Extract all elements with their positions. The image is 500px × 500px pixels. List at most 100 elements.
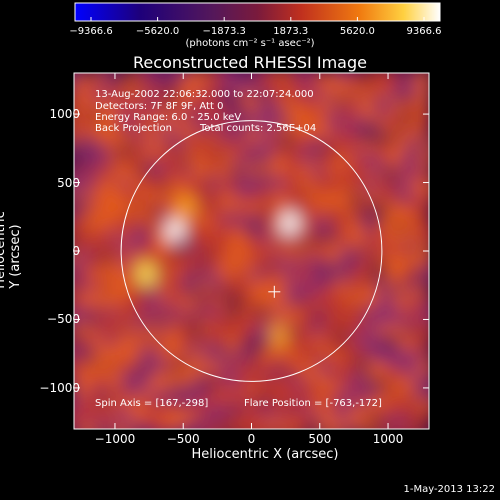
heatmap-cell [361,384,377,403]
heatmap-cell [129,226,151,251]
heatmap-cell [310,174,327,192]
heatmap-cell [212,162,226,178]
heatmap-cell [349,370,366,391]
heatmap-cell [402,268,416,283]
total-counts: Total counts: 2.56E+04 [200,123,317,134]
heatmap-cell [98,316,122,340]
heatmap-cell [218,99,232,113]
bright-source [269,323,288,348]
heatmap-cell [126,344,142,366]
heatmap-cell [208,152,225,167]
heatmap-cell [388,138,413,154]
x-tick-label: 500 [308,432,332,446]
heatmap-cell [350,385,366,401]
heatmap-cell [206,384,227,405]
axis-ticks [74,73,429,429]
heatmap-cell [415,281,428,295]
spin-axis-label: Spin Axis = [167,-298] [95,398,209,409]
heatmap-cell [204,223,225,247]
heatmap-cell [412,379,429,398]
heatmap-cell [74,322,95,337]
heatmap-cell [283,249,298,263]
x-tick-label: −1000 [94,432,136,446]
heatmap-cell [419,149,429,170]
heatmap-cell [263,96,280,116]
heatmap-cell [92,210,107,231]
colorbar-tick-label: −5620.0 [135,26,180,37]
heatmap-cell [203,423,222,429]
heatmap-cell [74,189,82,202]
heatmap-cell [417,107,429,126]
energy-range: Energy Range: 6.0 - 25.0 keV [95,112,242,123]
y-tick-label: −1000 [39,380,80,395]
heatmap-cell [116,301,133,325]
heatmap-cell [324,238,345,258]
bright-source [137,262,156,287]
y-tick-label: −500 [47,312,80,327]
heatmap-cell [281,149,303,166]
x-axis-label: Heliocentric X (arcsec) [191,447,339,462]
heatmap-cell [74,74,94,88]
colorbar-units: (photons cm⁻² s⁻¹ asec⁻²) [185,38,315,49]
heatmap-cell [77,108,93,129]
heatmap-cell [294,423,312,429]
heatmap-cell [308,410,326,424]
heatmap-cell [246,301,259,321]
heatmap-cell [402,425,414,429]
heatmap-cell [167,318,180,338]
colorbar-tick-label: −1873.3 [202,26,246,37]
heatmap-cell [77,247,90,268]
heatmap-cell [129,89,145,102]
heatmap-cell [221,164,235,177]
heatmap-cell [219,253,237,276]
heatmap-cell [319,318,343,336]
heatmap-cell [275,426,289,429]
heatmap-cell [374,346,397,366]
heatmap-cell [220,372,235,389]
heatmap-cell [90,152,111,168]
bright-source [280,211,299,236]
heatmap-cell [180,313,195,337]
heatmap-cell [283,279,306,300]
heatmap-cell [370,122,383,136]
colorbar-tick-label: 5620.0 [339,26,375,37]
heatmap-cell [376,278,390,297]
heatmap-cell [232,73,246,90]
heatmap-cell [116,280,132,300]
heatmap-cell [104,367,126,389]
bright-source [176,195,195,220]
heatmap-cell [420,136,429,150]
heatmap-cell [120,329,140,350]
heatmap-cell [99,121,119,145]
x-tick-label: 0 [247,432,256,446]
heatmap-cell [271,133,285,150]
heatmap-cell [183,267,198,286]
x-tick-label: −500 [166,432,200,446]
x-tick-label: 1000 [372,432,404,446]
heatmap-cell [394,173,408,197]
heatmap-cell [240,174,263,196]
heatmap-cell [294,267,314,285]
heatmap-cell [412,216,429,231]
heatmap-cell [109,341,125,361]
colorbar-tick-label: 9366.6 [406,26,442,37]
heatmap-cell [85,287,108,307]
heatmap-cell [334,391,354,409]
heatmap-cell [244,92,261,114]
heatmap-cell [74,335,77,347]
heatmap-cell [310,116,333,140]
heatmap-cell [397,75,417,89]
heatmap-cell [229,107,253,120]
heatmap-cell [376,387,391,401]
heatmap-cell [340,96,360,118]
y-axis-label-text: Heliocentric Y (arcsec) [0,211,23,289]
heatmap-cell [257,73,280,90]
heatmap-cell [152,189,171,207]
heatmap-cell [121,73,134,93]
heatmap-cell [196,185,215,203]
heatmap-cell [176,250,200,272]
heatmap-cell [373,96,394,116]
colorbar-tick-label: −9366.6 [69,26,113,37]
heatmap-cell [279,305,302,326]
heatmap-cell [218,121,234,142]
